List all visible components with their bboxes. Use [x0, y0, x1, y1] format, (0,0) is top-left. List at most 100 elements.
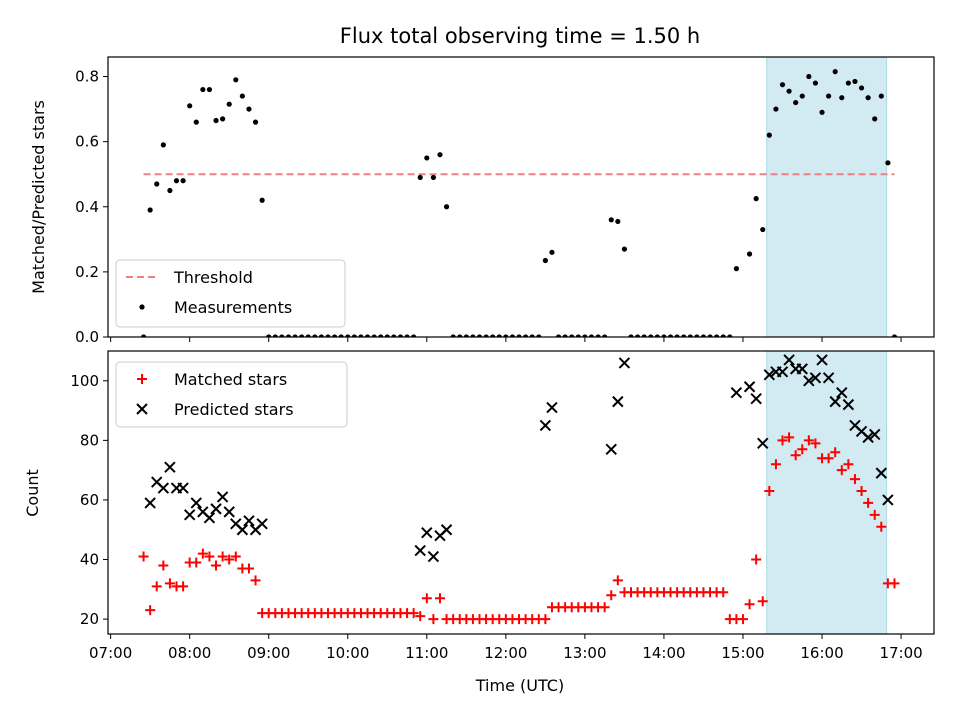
data-point — [210, 503, 222, 515]
data-point — [891, 334, 898, 337]
data-point — [490, 334, 496, 337]
data-point — [292, 334, 298, 337]
data-point — [217, 551, 228, 562]
data-point — [187, 103, 193, 109]
data-point — [770, 459, 781, 470]
data-point — [763, 369, 776, 381]
data-point — [318, 334, 325, 337]
data-point — [540, 614, 551, 625]
data-point — [272, 334, 278, 337]
data-point — [549, 249, 555, 255]
y-tick-label: 0.0 — [75, 328, 99, 346]
legend-swatch — [139, 304, 145, 310]
data-point — [239, 93, 245, 99]
data-point — [832, 69, 838, 75]
data-point — [345, 334, 351, 337]
data-point — [358, 334, 364, 337]
ratio-panel: 0.0 0.2 0.4 0.6 0.8 Threshold Measurements — [75, 56, 935, 346]
data-point — [299, 334, 305, 337]
data-point — [173, 178, 180, 184]
data-point — [509, 334, 516, 337]
data-point — [786, 88, 792, 94]
data-point — [546, 401, 558, 414]
data-point — [608, 217, 614, 223]
data-point — [783, 354, 795, 366]
x-tick-label: 10:00 — [326, 644, 369, 662]
data-point — [764, 486, 775, 497]
data-point — [503, 334, 509, 337]
data-point — [177, 482, 189, 494]
data-point — [151, 581, 162, 592]
data-point — [496, 334, 502, 337]
bottom-y-axis-label: Count — [23, 469, 42, 517]
data-point — [483, 334, 489, 337]
data-point — [539, 419, 552, 432]
highlight-span — [766, 57, 888, 337]
data-point — [836, 465, 847, 476]
y-tick-label: 80 — [80, 431, 99, 449]
data-point — [434, 593, 445, 604]
y-tick-label: 0.6 — [75, 133, 99, 151]
y-tick-label: 20 — [80, 610, 99, 628]
data-point — [203, 512, 216, 524]
chart-title: Flux total observing time = 1.50 h — [340, 24, 700, 48]
data-point — [147, 207, 153, 213]
data-point — [743, 381, 756, 393]
data-point — [325, 334, 331, 337]
data-point — [305, 334, 311, 337]
data-point — [816, 354, 828, 366]
data-point — [760, 226, 766, 233]
data-point — [849, 474, 860, 485]
data-point — [430, 174, 436, 181]
data-point — [178, 581, 189, 592]
axes-frame — [107, 56, 935, 338]
data-point — [602, 334, 608, 337]
data-point — [204, 551, 215, 562]
data-point — [750, 392, 762, 405]
x-tick-label: 13:00 — [563, 644, 606, 662]
data-point — [191, 557, 202, 568]
data-point — [621, 246, 628, 252]
data-point — [427, 550, 440, 563]
data-point — [797, 444, 808, 455]
data-point — [648, 334, 654, 337]
data-point — [618, 357, 631, 369]
data-point — [812, 80, 819, 86]
data-point — [872, 116, 878, 122]
data-point — [714, 334, 720, 337]
data-point — [842, 398, 855, 411]
data-point — [718, 587, 729, 598]
data-point — [246, 106, 252, 112]
data-point — [414, 544, 426, 557]
x-tick-label: 07:00 — [89, 644, 132, 662]
data-point — [674, 334, 680, 337]
data-point — [753, 196, 759, 202]
data-point — [523, 334, 529, 337]
series-measurements — [140, 69, 898, 337]
plot-area — [140, 57, 898, 337]
data-point — [145, 605, 156, 616]
data-point — [784, 432, 795, 443]
data-point — [826, 93, 832, 99]
data-point — [230, 551, 241, 562]
data-point — [836, 386, 848, 399]
data-point — [599, 602, 610, 613]
data-point — [312, 334, 318, 337]
data-point — [843, 459, 854, 470]
data-point — [421, 527, 433, 539]
data-point — [213, 117, 219, 124]
data-point — [707, 334, 713, 337]
data-point — [803, 435, 814, 446]
data-point — [869, 509, 880, 520]
top-legend: Threshold Measurements — [115, 259, 346, 328]
data-point — [777, 435, 788, 446]
data-point — [569, 334, 575, 337]
data-point — [226, 101, 232, 107]
data-point — [746, 251, 753, 257]
series-predicted-stars — [144, 354, 894, 563]
data-point — [810, 438, 821, 449]
data-point — [417, 174, 423, 181]
data-point — [773, 106, 779, 112]
data-point — [634, 334, 641, 337]
